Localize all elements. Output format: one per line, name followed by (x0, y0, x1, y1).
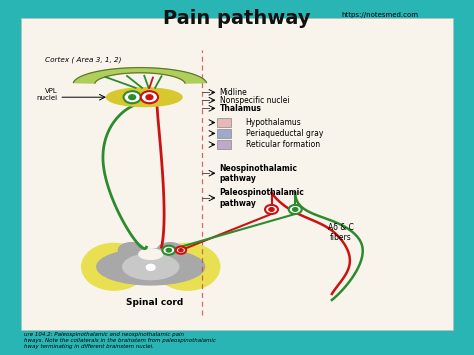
Ellipse shape (82, 244, 146, 290)
Text: Midline: Midline (220, 88, 247, 97)
Text: Paleospinothalamic
pathway: Paleospinothalamic pathway (220, 188, 305, 208)
Ellipse shape (118, 243, 144, 258)
Text: https://notesmed.com: https://notesmed.com (341, 12, 418, 18)
Text: Hypothalamus: Hypothalamus (246, 118, 301, 127)
Text: Neospinothalamic
pathway: Neospinothalamic pathway (220, 164, 298, 183)
Text: VPL
nuclei: VPL nuclei (37, 88, 58, 101)
Text: Pain pathway: Pain pathway (163, 9, 311, 28)
Circle shape (146, 264, 155, 271)
Ellipse shape (123, 254, 179, 280)
Circle shape (265, 205, 278, 214)
Text: Aδ & C
fibers: Aδ & C fibers (328, 223, 354, 242)
Circle shape (166, 248, 172, 252)
Ellipse shape (155, 244, 220, 290)
FancyBboxPatch shape (217, 140, 231, 149)
Circle shape (124, 91, 141, 103)
Circle shape (292, 208, 298, 211)
FancyBboxPatch shape (217, 129, 231, 138)
Text: Periaqueductal gray: Periaqueductal gray (246, 129, 323, 138)
Text: Reticular formation: Reticular formation (246, 140, 320, 149)
Circle shape (269, 208, 274, 211)
Ellipse shape (157, 243, 183, 258)
Text: Cortex ( Area 3, 1, 2): Cortex ( Area 3, 1, 2) (45, 56, 121, 63)
Ellipse shape (97, 248, 205, 285)
FancyBboxPatch shape (217, 118, 231, 127)
Circle shape (179, 248, 183, 252)
Polygon shape (73, 68, 207, 83)
Circle shape (176, 247, 186, 254)
Text: Spinal cord: Spinal cord (127, 299, 183, 307)
Ellipse shape (107, 88, 182, 106)
Circle shape (163, 246, 175, 255)
Text: Nonspecific nuclei: Nonspecific nuclei (220, 96, 289, 105)
Circle shape (146, 95, 153, 100)
Circle shape (289, 205, 301, 214)
Circle shape (141, 91, 158, 103)
Ellipse shape (139, 249, 163, 260)
Circle shape (129, 95, 136, 100)
Text: ure 104.2: Paleospinothalamic and neospinothalamic pain
hways. Note the collater: ure 104.2: Paleospinothalamic and neospi… (24, 332, 216, 349)
Text: Thalamus: Thalamus (220, 104, 262, 113)
